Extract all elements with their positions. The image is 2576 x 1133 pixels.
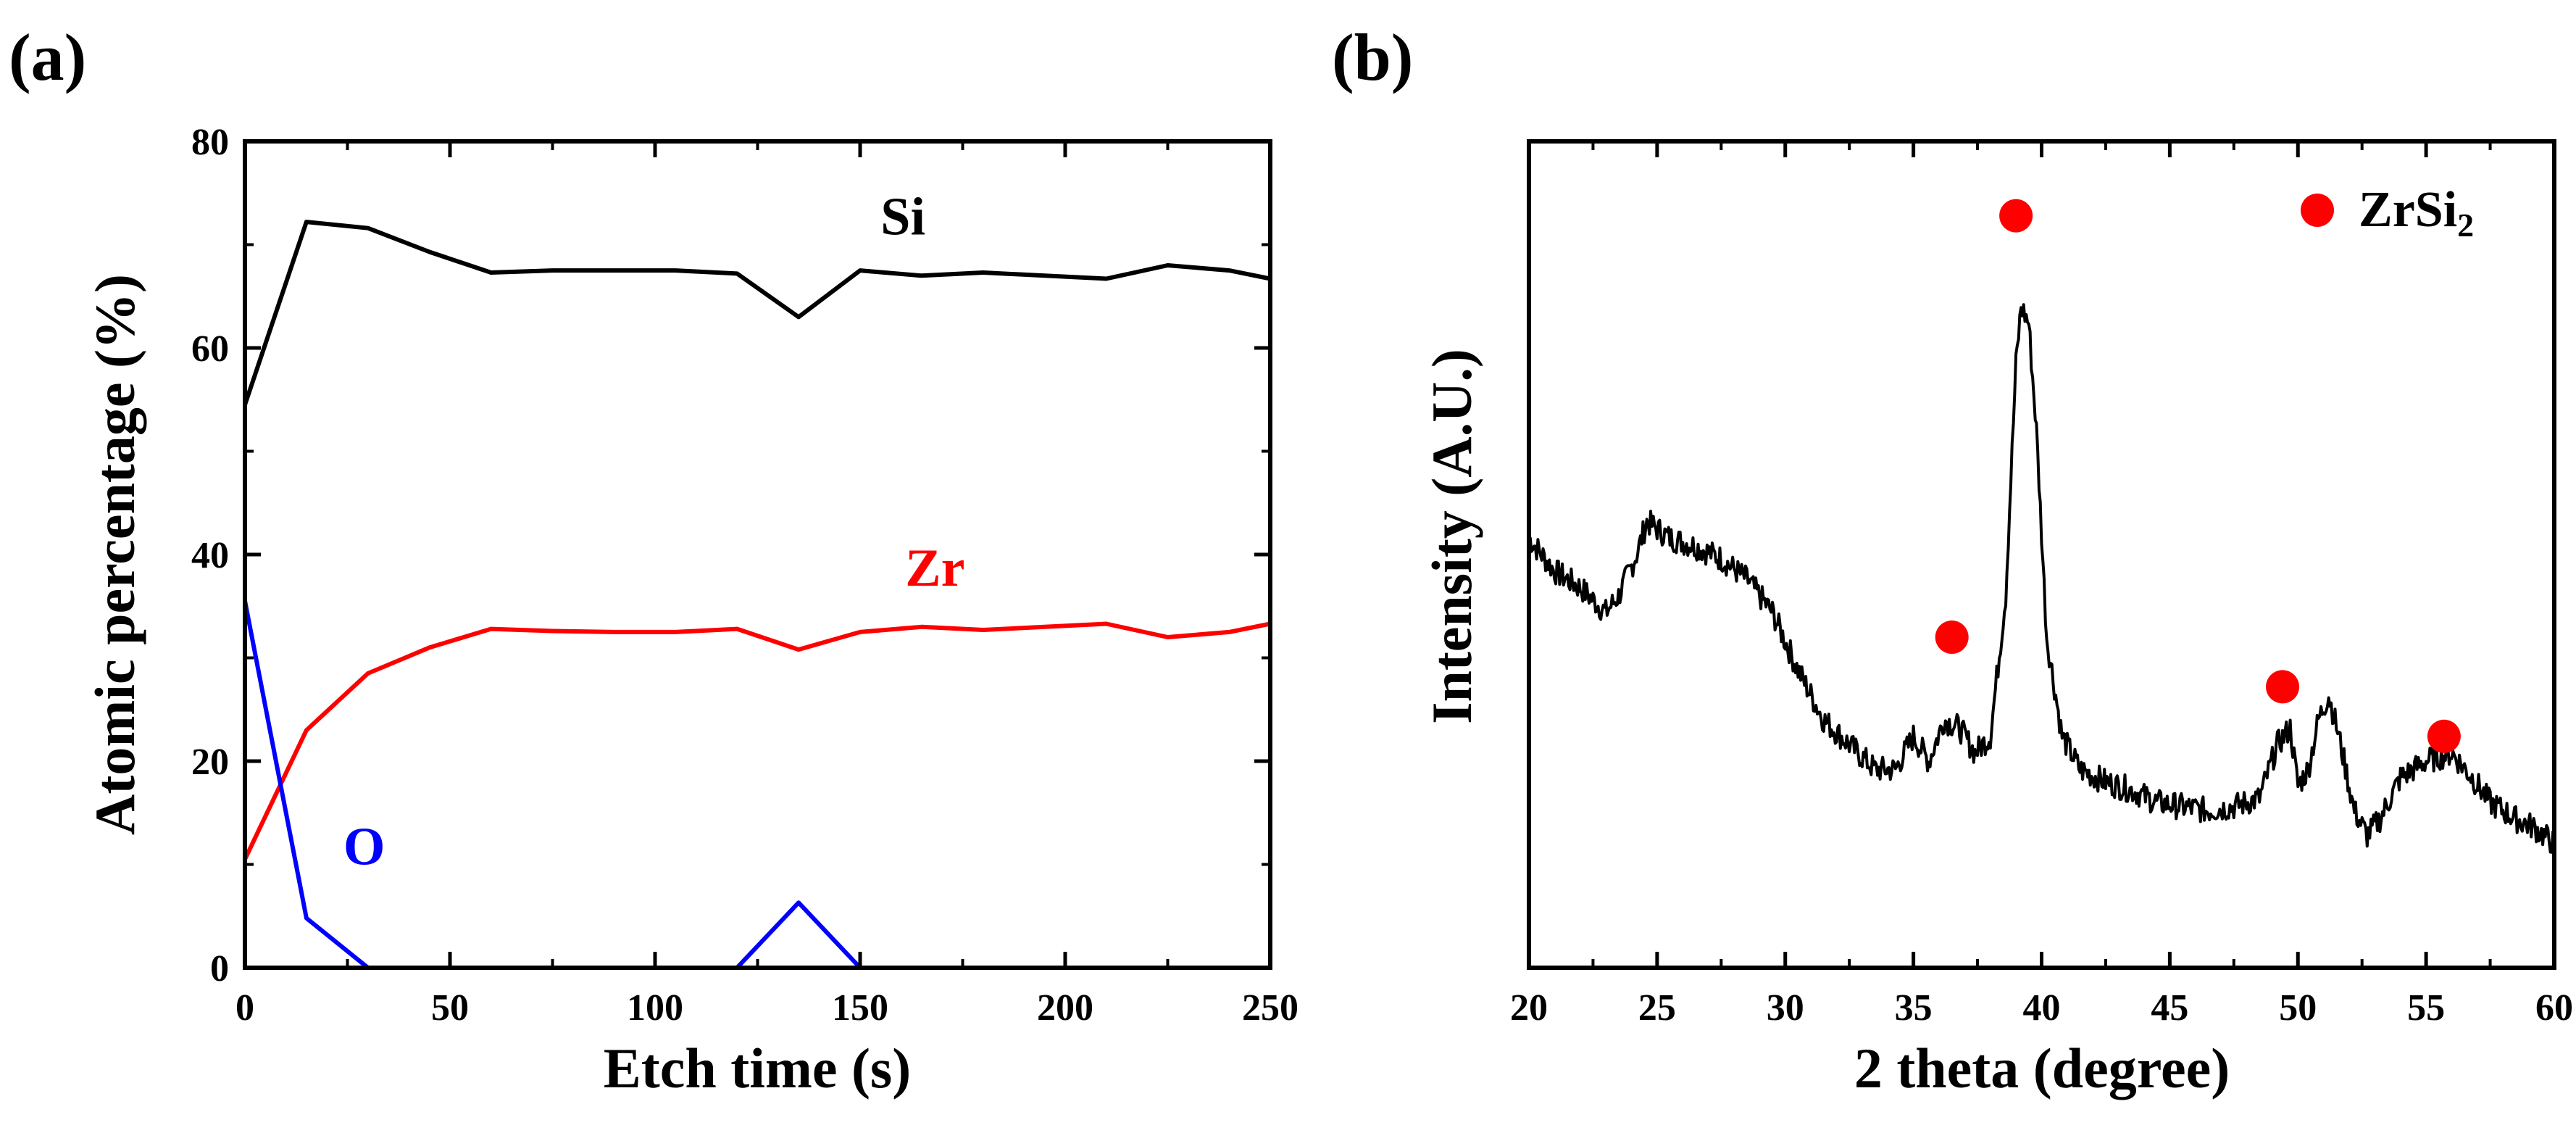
legend-marker (2301, 194, 2334, 227)
series-label-o: O (343, 818, 385, 877)
x-tick-label: 25 (1638, 987, 1676, 1029)
panel-b-label: (b) (1332, 20, 1413, 94)
x-tick-label: 250 (1242, 987, 1299, 1029)
y-tick-label: 60 (191, 328, 229, 370)
legend-label: ZrSi2 (2359, 182, 2474, 244)
x-tick-label: 30 (1767, 987, 1804, 1029)
series-line-o (243, 600, 1270, 970)
series-line-zr (243, 621, 1271, 860)
x-tick-label: 35 (1895, 987, 1933, 1029)
y-tick-label: 40 (191, 535, 229, 576)
x-tick-label: 20 (1510, 987, 1548, 1029)
zrsi2-peak-marker (2266, 670, 2300, 704)
panel-b-y-axis-label: Intensity (A.U.) (1420, 349, 1483, 724)
x-tick-label: 50 (431, 987, 469, 1029)
y-tick-label: 20 (191, 742, 229, 783)
zrsi2-peak-marker (1935, 621, 1969, 654)
series-line-si (243, 220, 1271, 406)
x-tick-label: 0 (235, 987, 254, 1029)
panel-a-x-axis-label: Etch time (s) (604, 1037, 912, 1100)
x-tick-label: 60 (2535, 987, 2573, 1029)
zrsi2-peak-marker (2427, 719, 2461, 753)
y-tick-label: 0 (210, 948, 229, 989)
panel-a-label: (a) (9, 20, 86, 94)
y-tick-label: 80 (191, 122, 229, 163)
x-tick-label: 45 (2151, 987, 2188, 1029)
zrsi2-peak-marker (1999, 199, 2033, 233)
panel-b-xrd: (b) 20 25 30 35 40 45 50 55 60 ZrSi2 2 theta (de… (1332, 20, 2573, 1100)
panel-a-etch-profile: (a) 0 50 100 150 200 250 0 20 40 60 80 Si Zr O Etch … (9, 20, 1299, 1100)
panel-a-y-axis-label: Atomic percentage (%) (83, 274, 146, 835)
x-tick-label: 200 (1037, 987, 1093, 1029)
xrd-pattern-line (1528, 303, 2556, 854)
x-tick-label: 40 (2023, 987, 2061, 1029)
legend-label-main: ZrSi (2359, 182, 2457, 238)
x-tick-label: 50 (2279, 987, 2317, 1029)
panel-b-x-axis-label: 2 theta (degree) (1854, 1037, 2230, 1100)
panel-b-legend: ZrSi2 (2301, 182, 2474, 244)
series-label-si: Si (880, 187, 925, 246)
x-tick-label: 100 (627, 987, 683, 1029)
panel-a-plot-frame (243, 139, 1272, 970)
series-label-zr: Zr (905, 539, 964, 598)
legend-label-sub: 2 (2457, 207, 2474, 244)
x-tick-label: 55 (2407, 987, 2445, 1029)
x-tick-label: 150 (832, 987, 888, 1029)
